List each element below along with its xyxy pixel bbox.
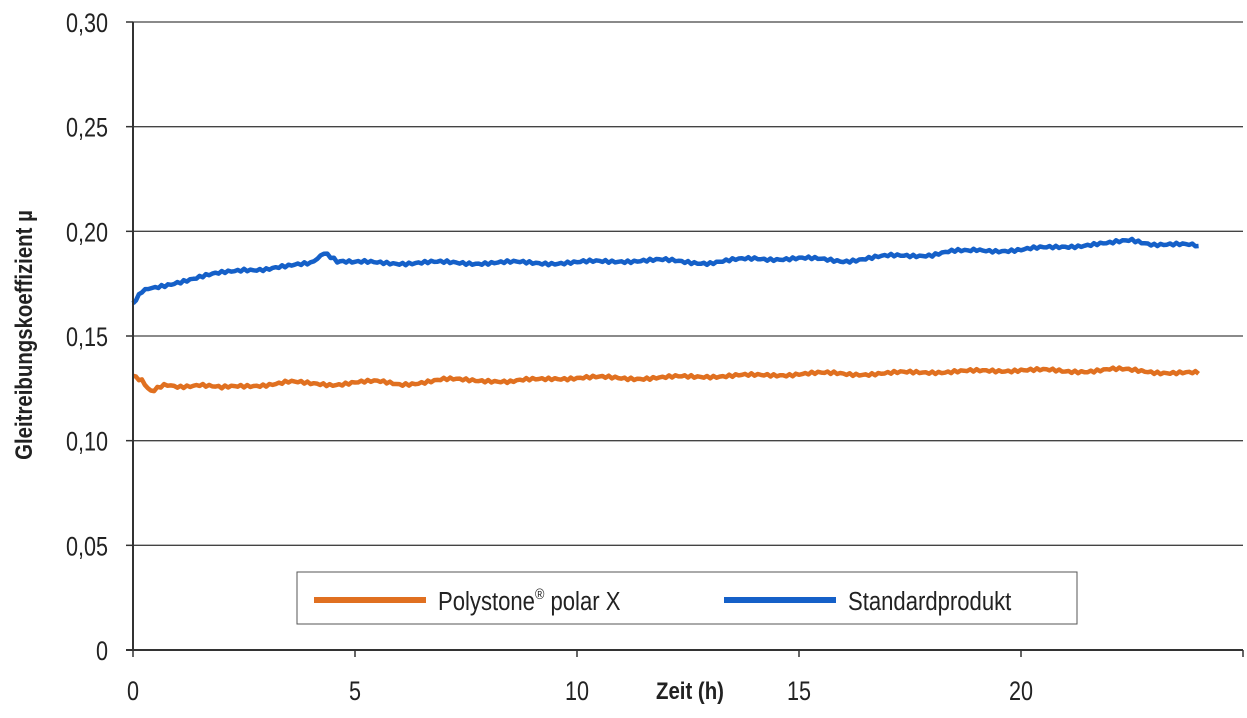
x-tick-label: 15 [787, 677, 811, 707]
y-tick-label: 0,10 [66, 427, 108, 457]
x-tick-label: 20 [1009, 677, 1033, 707]
legend-label-polystone: Polystone® polar X [438, 585, 620, 616]
y-tick-label: 0,05 [66, 532, 108, 562]
x-axis-label: Zeit (h) [656, 677, 724, 704]
y-tick-label: 0,20 [66, 218, 108, 248]
y-axis-label: Gleitreibungskoeffizient µ [10, 210, 37, 460]
y-tick-labels: 0 0,05 0,10 0,15 0,20 0,25 0,30 [66, 9, 108, 667]
y-tick-label: 0 [96, 637, 108, 667]
x-tick-label: 0 [127, 677, 139, 707]
series-line-polystone [132, 365, 1201, 394]
x-tick-label: 5 [349, 677, 361, 707]
y-tick-label: 0,30 [66, 9, 108, 39]
y-tick-label: 0,15 [66, 323, 108, 353]
series-lines [131, 236, 1201, 394]
x-tick-labels: 0 5 10 15 20 [127, 677, 1033, 707]
gridlines [126, 21, 1244, 657]
legend: Polystone® polar X Standardprodukt [296, 571, 1078, 625]
x-tick-label: 10 [565, 677, 589, 707]
legend-box [296, 571, 1078, 625]
legend-label-standard: Standardprodukt [848, 587, 1012, 616]
series-line-standardprodukt [131, 236, 1199, 305]
y-tick-label: 0,25 [66, 113, 108, 143]
